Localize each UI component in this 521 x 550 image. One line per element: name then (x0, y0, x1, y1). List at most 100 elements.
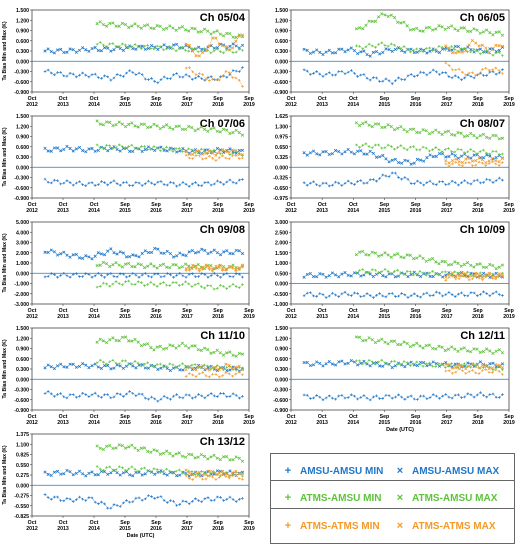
legend-item-atms-atms-min: + ATMS-ATMS MIN (281, 509, 380, 543)
amsu-amsu-min-point (472, 76, 476, 80)
amsu-amsu-min-point (321, 398, 325, 402)
amsu-amsu-min-point (438, 291, 441, 295)
amsu-amsu-min-point (225, 497, 229, 501)
amsu-amsu-max-point (159, 145, 163, 149)
x-tick-label-month: Sep (411, 202, 421, 208)
amsu-amsu-max-point (162, 251, 166, 255)
amsu-amsu-min-point (84, 73, 88, 77)
amsu-amsu-min-point (187, 185, 191, 188)
amsu-amsu-min-point (403, 176, 407, 179)
amsu-amsu-min-point (212, 182, 216, 186)
amsu-amsu-max-point (71, 253, 75, 257)
atms-amsu-min-point (231, 152, 235, 155)
amsu-amsu-min-point (501, 178, 504, 182)
atms-amsu-min-point (127, 467, 131, 471)
atms-atms-min-point (194, 267, 198, 270)
amsu-amsu-min-point (169, 180, 172, 184)
amsu-amsu-min-point (315, 295, 318, 298)
atms-amsu-max-point (377, 339, 381, 343)
atms-amsu-min-point (219, 50, 222, 53)
amsu-amsu-max-point (453, 153, 457, 158)
atms-amsu-min-point (155, 44, 159, 48)
atms-atms-max-point (230, 367, 235, 371)
atms-amsu-max-point (465, 134, 470, 138)
chart-panel: 1.5001.2000.9000.6000.3000.000-0.300-0.6… (273, 8, 515, 108)
amsu-amsu-min-point (327, 71, 331, 74)
cross-marker-icon: × (396, 520, 404, 532)
atms-amsu-max-point (225, 351, 229, 355)
amsu-amsu-min-point (178, 503, 182, 506)
amsu-amsu-max-point (346, 273, 350, 277)
amsu-amsu-min-point (350, 69, 353, 72)
amsu-amsu-max-point (178, 368, 182, 372)
amsu-amsu-min-point (169, 273, 172, 277)
atms-atms-max-point (464, 157, 468, 161)
amsu-amsu-max-point (356, 363, 360, 367)
amsu-amsu-max-point (311, 274, 316, 279)
amsu-amsu-min-point (331, 291, 334, 295)
atms-atms-min-point (188, 156, 191, 160)
amsu-amsu-max-point (190, 248, 194, 253)
y-tick-label: 0.300 (275, 49, 288, 55)
amsu-amsu-min-point (131, 272, 135, 275)
amsu-amsu-max-point (368, 54, 372, 58)
atms-atms-max-point (191, 263, 195, 267)
atms-atms-min-point (204, 374, 208, 378)
atms-atms-min-point (481, 369, 484, 372)
amsu-amsu-max-point (62, 147, 66, 152)
amsu-amsu-max-point (330, 152, 335, 156)
atms-atms-min-point (231, 154, 234, 158)
atms-amsu-max-point (209, 351, 213, 355)
atms-amsu-max-point (171, 344, 175, 348)
amsu-amsu-max-point (59, 252, 63, 256)
atms-amsu-max-point (142, 122, 147, 126)
x-tick-label-month: Sep (411, 96, 421, 102)
amsu-amsu-max-point (444, 155, 448, 159)
amsu-amsu-min-point (103, 276, 106, 279)
amsu-amsu-min-point (209, 183, 213, 187)
amsu-amsu-max-point (406, 275, 410, 279)
amsu-amsu-min-point (475, 294, 479, 298)
amsu-amsu-max-point (62, 250, 66, 254)
atms-amsu-max-point (168, 343, 172, 347)
cross-marker-icon: × (396, 465, 404, 477)
amsu-amsu-min-point (153, 183, 157, 186)
atms-atms-max-point (450, 271, 455, 275)
amsu-amsu-min-point (49, 392, 53, 396)
amsu-amsu-max-point (109, 471, 113, 475)
amsu-amsu-min-point (78, 394, 81, 398)
x-tick-label-month: Oct (28, 414, 37, 420)
atms-amsu-min-point (117, 45, 121, 49)
atms-amsu-max-point (364, 338, 368, 342)
amsu-amsu-min-point (378, 177, 381, 180)
atms-amsu-min-point (405, 47, 409, 51)
amsu-amsu-min-point (485, 292, 489, 295)
atms-amsu-min-point (133, 359, 137, 363)
amsu-amsu-min-point (112, 275, 116, 278)
amsu-amsu-min-point (222, 499, 225, 502)
legend-label: AMSU-AMSU MAX (412, 466, 500, 477)
amsu-amsu-min-point (375, 293, 378, 297)
y-tick-label: 0.900 (275, 347, 288, 353)
atms-amsu-min-point (127, 145, 131, 148)
atms-amsu-min-point (102, 147, 105, 150)
y-tick-label: 0.600 (16, 39, 29, 45)
atms-amsu-max-point (152, 26, 156, 31)
y-tick-label: -0.300 (14, 176, 29, 182)
atms-amsu-min-point (124, 359, 127, 363)
atms-amsu-min-point (390, 145, 393, 148)
atms-amsu-max-point (101, 123, 106, 127)
amsu-amsu-min-point (444, 393, 448, 396)
atms-atms-max-point (187, 43, 191, 47)
x-tick-label-year: 2019 (503, 314, 515, 320)
atms-amsu-max-point (389, 13, 393, 17)
amsu-amsu-min-point (356, 292, 359, 295)
amsu-amsu-max-point (403, 50, 407, 54)
atms-atms-max-point (237, 364, 241, 368)
x-tick-label-month: Sep (244, 96, 254, 102)
amsu-amsu-min-point (140, 392, 144, 396)
atms-amsu-min-point (102, 281, 105, 285)
x-tick-label-year: 2014 (88, 526, 100, 532)
amsu-amsu-min-point (431, 182, 435, 186)
amsu-amsu-max-point (49, 473, 53, 478)
